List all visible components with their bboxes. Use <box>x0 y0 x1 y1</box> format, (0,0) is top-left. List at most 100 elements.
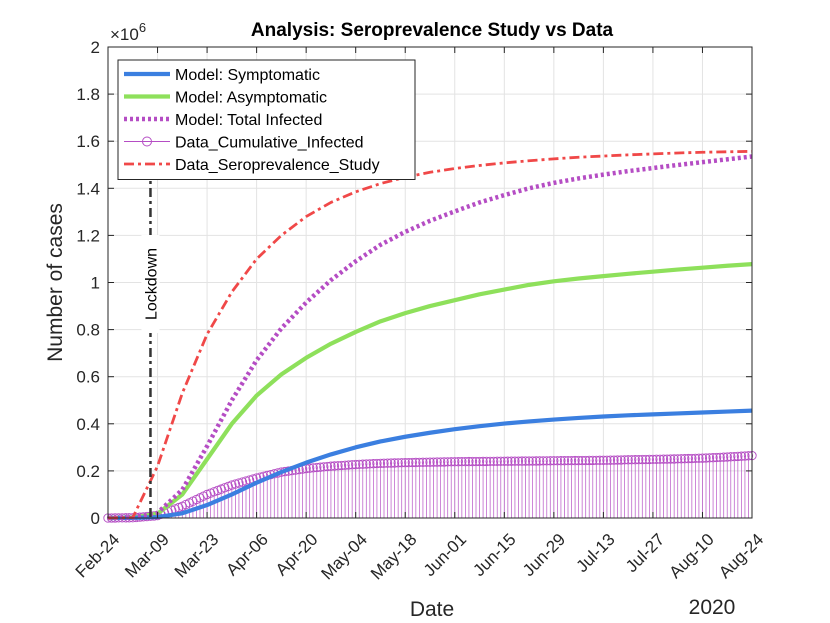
stem-marker <box>227 480 237 490</box>
stem-marker <box>545 456 555 466</box>
stem-marker <box>464 456 474 467</box>
y-tick-label: 0 <box>91 509 100 528</box>
legend: Model: Symptomatic Model: Asymptomatic Mod… <box>117 59 416 180</box>
chart-title: Analysis: Seroprevalence Study vs Data <box>251 20 614 41</box>
stem-marker <box>644 454 655 465</box>
y-tick-label: 0.4 <box>76 415 100 434</box>
lockdown-label: Lockdown <box>143 248 160 320</box>
stem-marker <box>471 456 481 467</box>
stem-marker <box>372 458 382 469</box>
stem-marker <box>581 455 591 466</box>
stem-marker <box>740 451 750 461</box>
stem-marker <box>400 458 410 468</box>
y-exponent-prefix: ×10 <box>110 25 139 44</box>
stem-marker <box>453 457 463 467</box>
y-tick-label: 1.4 <box>76 179 100 198</box>
x-axis-year-label: 2020 <box>689 596 736 619</box>
stem-marker <box>305 463 315 473</box>
stem-marker <box>478 456 488 467</box>
y-exponent-power: 6 <box>139 20 146 35</box>
y-tick-label: 0.6 <box>76 368 100 387</box>
stem-marker <box>736 451 747 461</box>
stem-marker <box>563 455 573 466</box>
y-exponent-label: ×106 <box>110 20 146 44</box>
stem-marker <box>375 458 386 469</box>
stem-marker <box>368 459 379 469</box>
stem-marker <box>425 457 435 467</box>
stem-marker <box>662 454 672 464</box>
stem-marker <box>690 453 701 464</box>
stem-marker <box>733 451 743 462</box>
series-layer <box>103 149 757 523</box>
stem-marker <box>658 454 669 464</box>
stem-marker <box>428 457 439 467</box>
y-tick-label: 0.2 <box>76 462 100 481</box>
stem-marker <box>499 456 509 466</box>
y-tick-label: 1.8 <box>76 85 100 104</box>
stem-marker <box>627 455 637 465</box>
stem-marker <box>743 451 754 461</box>
stem-marker <box>365 459 375 469</box>
series-model-asymptomatic <box>107 262 753 521</box>
stem-marker <box>531 456 541 466</box>
series-line <box>107 149 753 520</box>
stem-marker <box>322 461 333 472</box>
stem-marker <box>619 455 630 465</box>
y-tick-label: 1 <box>91 274 100 293</box>
stem-marker <box>588 455 598 466</box>
stem-marker <box>605 455 616 465</box>
legend-label: Model: Asymptomatic <box>175 90 327 107</box>
series-line <box>107 408 753 521</box>
stem-marker <box>432 457 442 467</box>
stem-marker <box>535 456 545 466</box>
stem-marker <box>655 454 665 464</box>
stem-marker <box>697 453 708 463</box>
stem-marker <box>237 477 248 487</box>
stem-marker <box>312 462 322 473</box>
stem-marker <box>343 460 354 470</box>
axis-ticks <box>107 46 753 519</box>
legend-item: Data_Seroprevalence_Study <box>124 157 380 174</box>
stem-marker <box>414 457 425 468</box>
series-model-total-infected <box>107 154 753 521</box>
stem-marker <box>612 455 623 465</box>
stem-marker <box>669 454 679 464</box>
stem-marker <box>382 458 393 468</box>
stem-marker <box>711 452 722 463</box>
stem-marker <box>418 457 428 467</box>
stem-marker <box>634 454 644 465</box>
stem-marker <box>524 456 534 466</box>
stem-marker <box>333 461 343 471</box>
stem-marker <box>496 456 506 466</box>
stem-marker <box>503 456 513 466</box>
stem-marker <box>570 455 580 466</box>
stem-marker <box>538 456 548 466</box>
stem-marker <box>683 453 693 464</box>
lockdown-label-background <box>141 235 160 333</box>
stem-marker <box>687 453 697 464</box>
stem-marker <box>485 456 495 467</box>
stem-marker <box>595 455 605 465</box>
stem-marker <box>443 457 453 467</box>
stem-marker <box>602 455 612 465</box>
stem-marker <box>715 452 725 462</box>
stem-marker <box>520 456 531 466</box>
stem-marker <box>641 454 651 465</box>
stem-marker <box>573 455 584 466</box>
series-data-seroprevalence-study <box>107 149 753 520</box>
legend-label: Data_Cumulative_Infected <box>175 135 364 152</box>
stem-marker <box>386 458 396 468</box>
stem-marker <box>308 463 318 473</box>
stem-marker <box>584 455 594 466</box>
stem-marker <box>354 459 364 470</box>
stem-marker <box>510 456 520 466</box>
stem-marker <box>439 457 449 467</box>
y-tick-label: 0.8 <box>76 321 100 340</box>
stem-marker <box>680 454 690 464</box>
stem-marker <box>517 456 527 466</box>
stem-marker <box>489 456 499 466</box>
stem-marker <box>411 457 421 468</box>
stem-marker <box>315 462 325 472</box>
y-axis-label: Number of cases <box>44 203 67 362</box>
stem-marker <box>623 455 633 465</box>
